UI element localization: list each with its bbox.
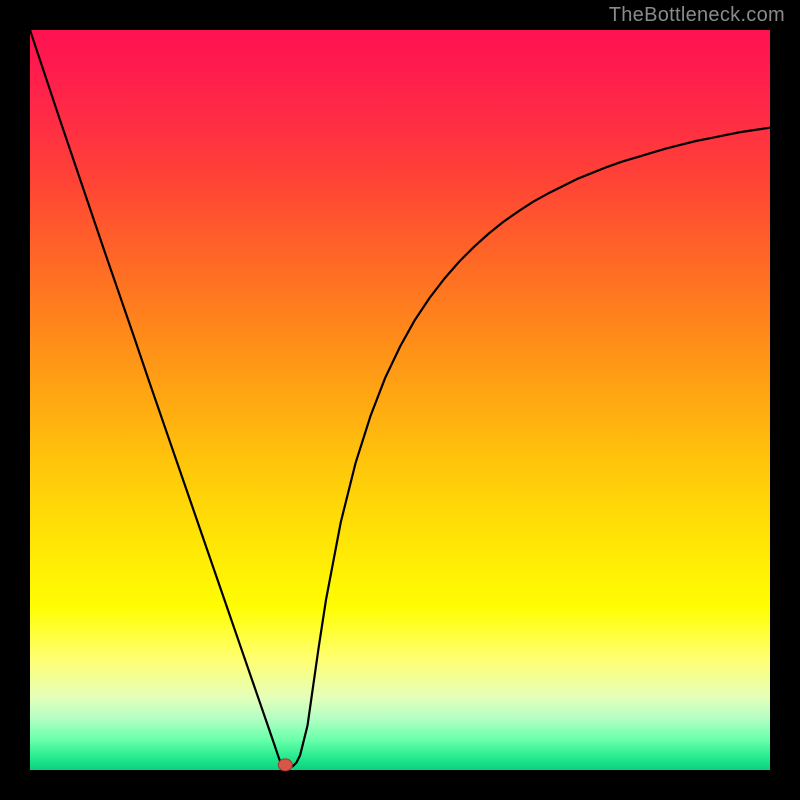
minimum-marker	[278, 759, 292, 771]
plot-area	[30, 30, 770, 770]
bottleneck-curve	[30, 30, 770, 770]
watermark-text: TheBottleneck.com	[609, 4, 785, 27]
